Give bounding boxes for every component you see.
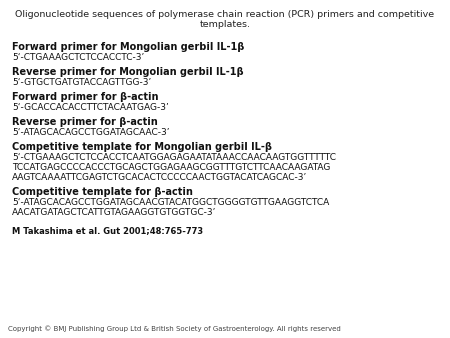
Text: Reverse primer for Mongolian gerbil IL-1β: Reverse primer for Mongolian gerbil IL-1… xyxy=(12,67,243,77)
Text: AACATGATAGCTCATTGTAGAAGGTGTGGTGC-3’: AACATGATAGCTCATTGTAGAAGGTGTGGTGC-3’ xyxy=(12,208,216,217)
Text: 5‘-GCACCACACCTTCTACAATGAG-3’: 5‘-GCACCACACCTTCTACAATGAG-3’ xyxy=(12,103,169,112)
Text: GUT: GUT xyxy=(408,337,438,338)
Text: 5‘-CTGAAAGCTCTCCACCTC-3’: 5‘-CTGAAAGCTCTCCACCTC-3’ xyxy=(12,53,144,62)
Text: 5‘-ATAGCACAGCCTGGATAGCAAC-3’: 5‘-ATAGCACAGCCTGGATAGCAAC-3’ xyxy=(12,128,170,137)
Text: TCCATGAGCCCCACCCTGCAGCTGGAGAAGCGGTTTGTCTTCAACAAGATAG: TCCATGAGCCCCACCCTGCAGCTGGAGAAGCGGTTTGTCT… xyxy=(12,163,330,172)
Text: Reverse primer for β-actin: Reverse primer for β-actin xyxy=(12,117,158,127)
Text: Competitive template for β-actin: Competitive template for β-actin xyxy=(12,187,193,197)
Text: Competitive template for Mongolian gerbil IL-β: Competitive template for Mongolian gerbi… xyxy=(12,142,272,152)
Text: Forward primer for Mongolian gerbil IL-1β: Forward primer for Mongolian gerbil IL-1… xyxy=(12,42,244,52)
Text: Oligonucleotide sequences of polymerase chain reaction (PCR) primers and competi: Oligonucleotide sequences of polymerase … xyxy=(15,10,435,19)
Text: 5‘-GTGCTGATGTACCAGTTGG-3’: 5‘-GTGCTGATGTACCAGTTGG-3’ xyxy=(12,78,151,87)
Text: Copyright © BMJ Publishing Group Ltd & British Society of Gastroenterology. All : Copyright © BMJ Publishing Group Ltd & B… xyxy=(8,325,341,332)
Text: templates.: templates. xyxy=(199,20,251,29)
Text: Forward primer for β-actin: Forward primer for β-actin xyxy=(12,92,158,102)
Text: M Takashima et al. Gut 2001;48:765-773: M Takashima et al. Gut 2001;48:765-773 xyxy=(12,226,203,235)
Text: AAGTCAAAATTCGAGTCTGCACACTCCCCCAACTGGTACATCAGCAC-3’: AAGTCAAAATTCGAGTCTGCACACTCCCCCAACTGGTACA… xyxy=(12,173,307,182)
Text: 5‘-ATAGCACAGCCTGGATAGCAACGTACATGGCTGGGGTGTTGAAGGTCTCA: 5‘-ATAGCACAGCCTGGATAGCAACGTACATGGCTGGGGT… xyxy=(12,198,329,207)
Text: 5‘-CTGAAAGCTCTCCACCTCAATGGAGAGAATATAAACCAACAAGTGGTTTTTC: 5‘-CTGAAAGCTCTCCACCTCAATGGAGAGAATATAAACC… xyxy=(12,153,336,162)
